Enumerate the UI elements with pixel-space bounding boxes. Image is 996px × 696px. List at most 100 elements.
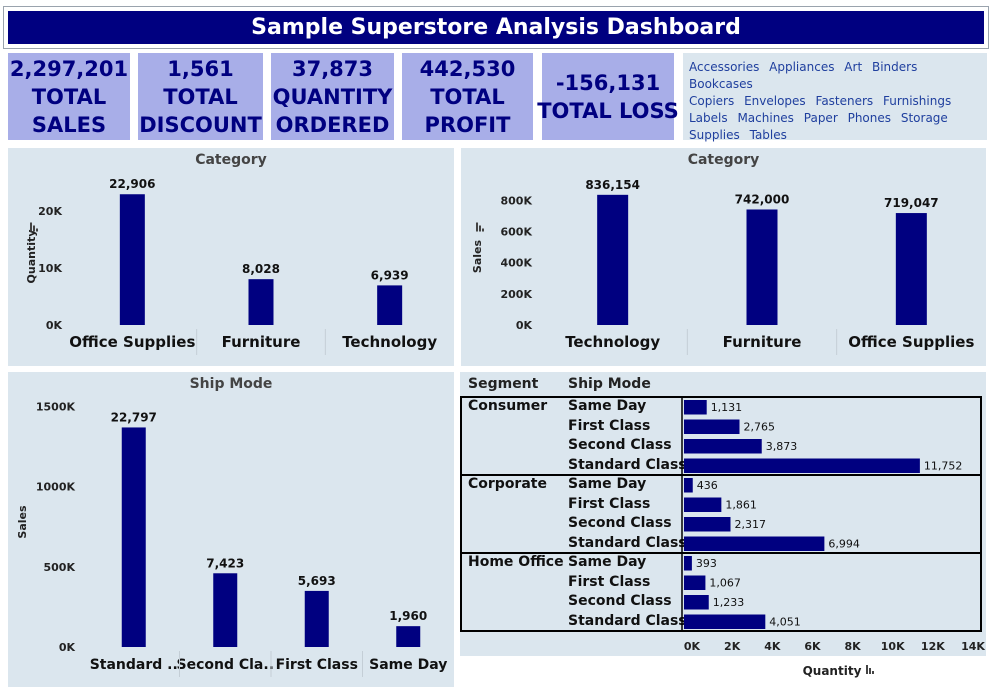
category-label: Second Cla..: [176, 657, 274, 673]
bar-value-label: 6,939: [371, 268, 409, 282]
kpi-value: 1,561: [167, 56, 234, 81]
bar: [895, 213, 927, 325]
filter-item-phones[interactable]: Phones: [847, 111, 892, 125]
ship-mode-sales-panel: Ship Mode 0K 500K 1000K 1500K Sales 22,797 Sta…: [8, 372, 454, 687]
ship-mode-label: Standard Class: [568, 534, 687, 551]
bar-value-label: 393: [696, 557, 717, 570]
y-tick-label: 1000K: [36, 481, 76, 494]
bar: [684, 419, 740, 434]
filter-item-copiers[interactable]: Copiers: [689, 94, 735, 108]
chart-title: Ship Mode: [189, 376, 273, 392]
chart-title: Category: [195, 152, 267, 168]
kpi-total-sales: 2,297,201 TOTAL SALES: [8, 53, 130, 140]
bar: [684, 439, 762, 454]
kpi-value: -156,131: [555, 70, 661, 95]
sort-icon: [36, 228, 38, 232]
bar-value-label: 742,000: [735, 192, 790, 206]
bar: [304, 590, 329, 647]
bar: [213, 573, 238, 647]
bar: [396, 626, 421, 647]
bar: [121, 427, 146, 647]
bar: [684, 517, 731, 532]
kpi-label: PROFIT: [424, 112, 511, 137]
kpi-label: TOTAL LOSS: [537, 98, 679, 123]
filter-item-tables[interactable]: Tables: [749, 128, 787, 142]
category-label: Technology: [565, 333, 660, 351]
filter-item-appliances[interactable]: Appliances: [769, 60, 835, 74]
dashboard-title-container: Sample Superstore Analysis Dashboard: [3, 6, 989, 49]
kpi-label: DISCOUNT: [139, 112, 262, 137]
segment-label: Consumer: [468, 398, 548, 414]
filter-item-art[interactable]: Art: [844, 60, 863, 74]
bar-value-label: 2,765: [743, 420, 775, 433]
filter-item-storage[interactable]: Storage: [900, 111, 948, 125]
sort-icon: [33, 225, 35, 232]
y-axis-label: Sales: [471, 239, 484, 273]
bar-value-label: 2,317: [735, 518, 767, 531]
x-tick-label: 14K: [961, 640, 985, 653]
kpi-total-discount: 1,561 TOTAL DISCOUNT: [138, 53, 263, 140]
bar-value-label: 1,131: [711, 401, 743, 414]
bar-value-label: 836,154: [585, 178, 640, 192]
ship-mode-label: Second Class: [568, 515, 672, 531]
y-tick-label: 400K: [501, 257, 533, 270]
ship-mode-sales-chart: 0K 500K 1000K 1500K Sales 22,797 Standard .. 7,…: [16, 401, 447, 677]
category-sales-chart: 0K 200K 400K 600K 800K Sales 836,154 Technology…: [471, 178, 974, 355]
kpi-label: TOTAL: [430, 84, 505, 109]
bar-value-label: 22,797: [111, 410, 157, 424]
filter-item-labels[interactable]: Labels: [689, 111, 728, 125]
bar: [746, 209, 778, 325]
filter-item-envelopes[interactable]: Envelopes: [744, 94, 806, 108]
kpi-value: 442,530: [419, 56, 516, 81]
dashboard-title: Sample Superstore Analysis Dashboard: [8, 11, 984, 44]
x-tick-label: 12K: [921, 640, 945, 653]
sort-icon: [482, 228, 484, 232]
y-tick-label: 600K: [501, 226, 533, 239]
bar: [119, 194, 145, 325]
y-tick-label: 200K: [501, 288, 533, 301]
bar-value-label: 22,906: [109, 177, 155, 191]
sort-icon: [866, 665, 868, 674]
y-axis-label: Quantity: [25, 230, 38, 284]
x-tick-label: 10K: [881, 640, 905, 653]
ship-mode-label: Same Day: [568, 554, 647, 570]
sort-icon: [479, 225, 481, 232]
bar: [248, 279, 274, 325]
bar: [597, 194, 629, 325]
y-tick-label: 500K: [44, 561, 76, 574]
filter-item-paper[interactable]: Paper: [803, 111, 838, 125]
bar: [684, 497, 722, 512]
kpi-value: 2,297,201: [9, 56, 129, 81]
sort-icon: [476, 222, 478, 232]
kpi-label: QUANTITY: [272, 84, 393, 109]
filter-item-fasteners[interactable]: Fasteners: [815, 94, 874, 108]
filter-item-furnishings[interactable]: Furnishings: [883, 94, 952, 108]
filter-item-supplies[interactable]: Supplies: [689, 128, 740, 142]
bar: [684, 458, 920, 473]
ship-mode-label: First Class: [568, 495, 651, 512]
bar-value-label: 8,028: [242, 262, 280, 276]
filter-item-accessories[interactable]: Accessories: [689, 60, 760, 74]
category-label: First Class: [276, 657, 358, 673]
category-label: Technology: [342, 333, 437, 351]
filter-item-bookcases[interactable]: Bookcases: [689, 77, 753, 91]
x-axis-label: Quantity: [803, 664, 862, 678]
bar-value-label: 1,861: [725, 498, 757, 511]
kpi-label: SALES: [31, 112, 107, 137]
filter-item-binders[interactable]: Binders: [871, 60, 918, 74]
kpi-total-loss: -156,131 TOTAL LOSS: [537, 53, 679, 140]
bar-value-label: 1,067: [709, 576, 741, 589]
bar-value-label: 3,873: [766, 440, 798, 453]
ship-mode-label: Second Class: [568, 593, 672, 609]
y-tick-label: 800K: [501, 194, 533, 207]
ship-mode-label: First Class: [568, 573, 651, 590]
sort-icon: [872, 671, 874, 674]
x-tick-label: 0K: [684, 640, 701, 653]
bar: [684, 595, 709, 610]
filter-item-machines[interactable]: Machines: [737, 111, 794, 125]
category-label: Same Day: [369, 657, 447, 673]
ship-mode-label: Standard Class: [568, 612, 687, 629]
category-quantity-panel: Category 0K 10K 20K Quantity 22,906 Office Su…: [8, 148, 454, 366]
